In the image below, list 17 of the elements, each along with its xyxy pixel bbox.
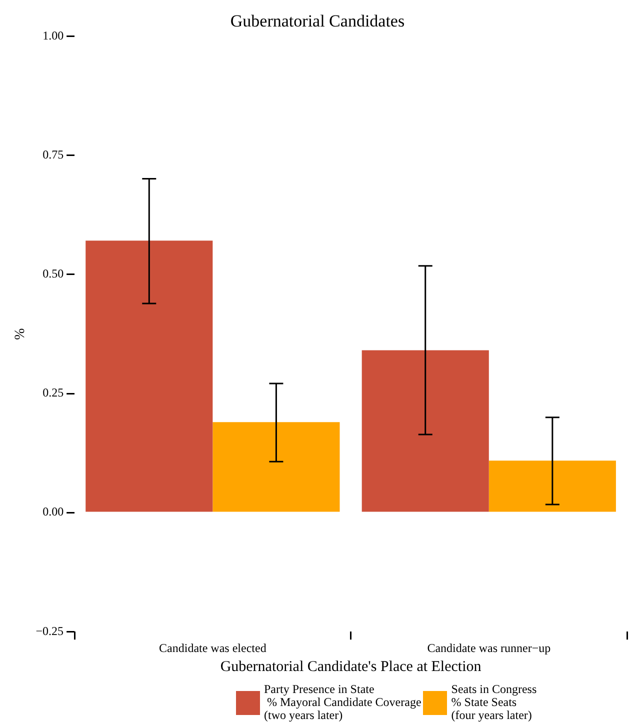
y-tick-label: 0.00	[42, 504, 64, 519]
y-tick-label: 0.25	[42, 386, 64, 400]
bar	[488, 460, 616, 512]
x-axis-title: Gubernatorial Candidate's Place at Election	[220, 658, 482, 675]
bar	[86, 240, 213, 512]
x-tick-label: Candidate was elected	[159, 640, 266, 655]
y-tick-label: 1.00	[42, 28, 64, 43]
y-axis-title: %	[13, 328, 28, 340]
bar	[212, 422, 340, 512]
x-tick-label: Candidate was runner−up	[427, 640, 551, 655]
y-tick-label: −0.25	[36, 624, 64, 638]
y-tick-label: 0.50	[42, 266, 64, 281]
bar	[362, 350, 489, 512]
chart-title: Gubernatorial Candidates	[230, 12, 405, 31]
y-tick-label: 0.75	[42, 148, 64, 162]
legend-label: Party Presence in State % Mayoral Candidate Coverage (two years later)	[264, 682, 422, 722]
legend-label: Seats in Congress % State Seats (four years later)	[451, 682, 537, 722]
